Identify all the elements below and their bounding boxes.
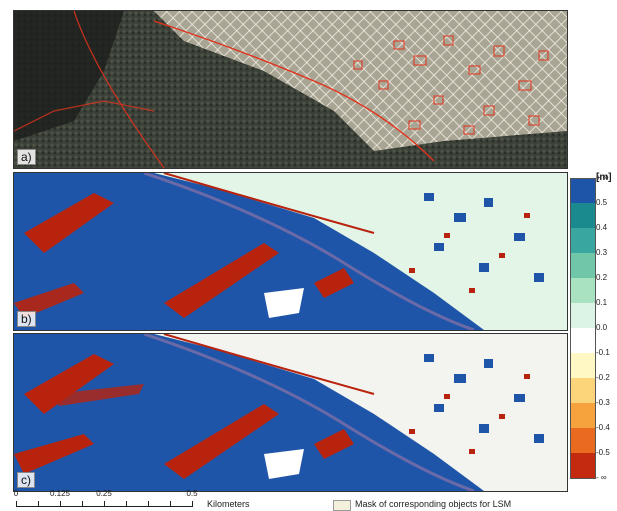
scale-bar-unit: Kilometers [207, 499, 250, 509]
panel-label: a) [17, 149, 36, 165]
scale-tick-label: 0.25 [96, 489, 112, 498]
scale-bar-line [16, 506, 193, 507]
panel-a-orthophoto: a) [13, 10, 568, 169]
mask-legend-label: Mask of corresponding objects for LSM [355, 499, 512, 509]
legend-swatch [570, 353, 596, 378]
legend-swatch [570, 203, 596, 228]
scale-bar-mark [192, 501, 193, 506]
legend-swatch [570, 253, 596, 278]
orthophoto-image [14, 11, 567, 168]
panel-c-difference-map: c) [13, 333, 568, 492]
legend-swatch [570, 403, 596, 428]
legend-tick-label: -0.2 [596, 373, 610, 382]
scale-tick-label: 0.125 [49, 489, 71, 498]
legend-swatch [570, 428, 596, 453]
difference-map-c [14, 334, 567, 491]
panel-label: c) [17, 472, 35, 488]
scale-bar-mark [82, 501, 83, 506]
panel-b-difference-map: b) [13, 172, 568, 331]
legend-swatch [570, 328, 596, 353]
legend-tick-label: - ∞ [596, 473, 607, 482]
legend-tick-label: 0.3 [596, 248, 608, 257]
scale-tick-label: 0 [13, 489, 19, 498]
legend-swatch [570, 178, 596, 204]
scale-bar-mark [38, 501, 39, 506]
legend-tick-label: 0.0 [596, 323, 608, 332]
legend-tick-label: -0.1 [596, 348, 610, 357]
scale-tick-label: 0.5 [186, 489, 198, 498]
panel-label: b) [17, 311, 36, 327]
legend-unit: [m] [596, 172, 612, 183]
scale-bar-mark [148, 501, 149, 506]
scale-bar-mark [16, 501, 17, 506]
legend-swatch [570, 453, 596, 479]
legend-tick-label: + ∞ [596, 173, 609, 182]
legend-tick-label: -0.5 [596, 448, 610, 457]
color-legend: [m] + ∞ 0.5 0.4 0.3 0.2 0.1 0.0 -0.1 -0.2 -0.3 -0.… [570, 172, 616, 490]
scale-bar-mark [126, 501, 127, 506]
legend-tick-label: 0.1 [596, 298, 608, 307]
legend-tick-label: -0.3 [596, 398, 610, 407]
legend-tick-label: 0.2 [596, 273, 608, 282]
legend-swatch [570, 378, 596, 403]
scale-bar-mark [104, 501, 105, 506]
legend-swatch [570, 228, 596, 253]
difference-map-b [14, 173, 567, 330]
legend-tick-label: -0.4 [596, 423, 610, 432]
legend-swatch [570, 278, 596, 303]
scale-bar-mark [60, 501, 61, 506]
legend-tick-label: 0.5 [596, 198, 608, 207]
legend-tick-label: 0.4 [596, 223, 608, 232]
mask-swatch [333, 500, 351, 511]
scale-bar-mark [170, 501, 171, 506]
scale-bar: 0 0.125 0.25 0.5 Kilometers [13, 489, 313, 511]
legend-swatch [570, 303, 596, 328]
